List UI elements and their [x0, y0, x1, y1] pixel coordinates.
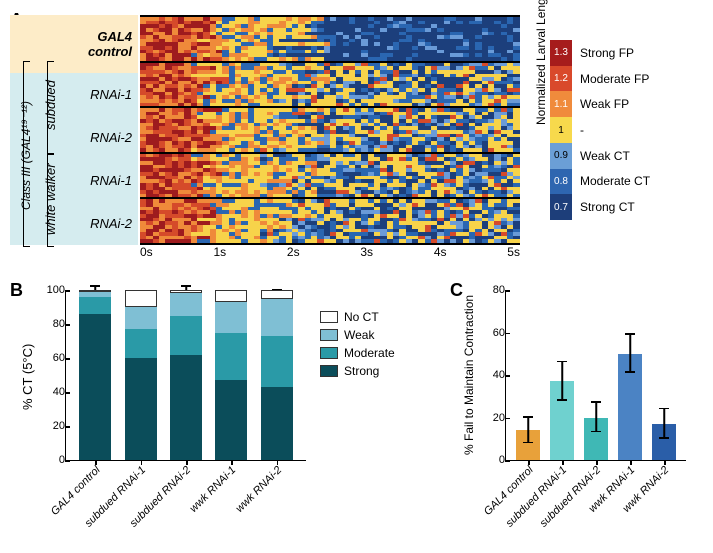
y-tick: 0: [480, 454, 505, 466]
heatmap-group: [140, 152, 520, 198]
legend-swatch: [320, 365, 338, 377]
y-tick: 40: [480, 369, 505, 381]
panel-a: A GAL4 control RNAi-1 RNAi-2 RNAi-1 RNAi…: [10, 10, 703, 270]
stacked-bar: [170, 290, 202, 460]
colorbar-title: Normalized Larval Length: [534, 0, 548, 125]
y-tick: 40: [40, 386, 65, 398]
colorbar-label: Weak FP: [580, 91, 650, 117]
figure: A GAL4 control RNAi-1 RNAi-2 RNAi-1 RNAi…: [10, 10, 703, 543]
panel-b-ylabel: % CT (5°C): [20, 344, 35, 410]
panel-b-label: B: [10, 280, 23, 301]
side-label-class3: Class III (GAL4¹⁹⁻¹²): [19, 101, 33, 210]
panel-c-yaxis: 020406080: [480, 290, 505, 460]
heatmap-group: [140, 15, 520, 61]
legend-label: No CT: [344, 310, 379, 324]
legend-item: Strong: [320, 364, 395, 378]
panel-a-x-axis: 0s 1s 2s 3s 4s 5s: [140, 245, 520, 265]
y-tick: 0: [40, 454, 65, 466]
legend-label: Weak: [344, 328, 374, 342]
panel-b-xlabels: GAL4 controlsubdued RNAi-1subdued RNAi-2…: [65, 462, 305, 542]
legend-item: Weak: [320, 328, 395, 342]
legend-item: No CT: [320, 310, 395, 324]
colorbar-block: 0.8: [550, 169, 572, 195]
stacked-bar: [79, 290, 111, 460]
y-tick: 60: [40, 352, 65, 364]
x-label: subdued RNAi-2: [538, 464, 604, 530]
colorbar-block: 1.3: [550, 40, 572, 66]
legend-label: Moderate: [344, 346, 395, 360]
heatmap-group: [140, 61, 520, 107]
heatmap: [140, 15, 520, 245]
x-label: subdued RNAi-1: [504, 464, 570, 530]
panel-b-legend: No CT Weak Moderate Strong: [320, 310, 395, 382]
legend-item: Moderate: [320, 346, 395, 360]
y-tick: 60: [480, 327, 505, 339]
y-tick: 80: [480, 284, 505, 296]
colorbar-label: Strong CT: [580, 194, 650, 220]
x-tick: 2s: [287, 245, 300, 265]
panel-b-chart: [65, 290, 306, 461]
colorbar-label: -: [580, 117, 650, 143]
colorbar-label: Moderate CT: [580, 169, 650, 195]
x-label: wwk RNAi-2: [233, 464, 284, 515]
y-tick: 100: [40, 284, 65, 296]
x-label: wwk RNAi-1: [188, 464, 239, 515]
legend-label: Strong: [344, 364, 379, 378]
panel-c-xlabels: GAL4 controlsubdued RNAi-1subdued RNAi-2…: [505, 462, 685, 542]
panel-b-yaxis: 020406080100: [40, 290, 65, 460]
y-tick: 20: [480, 412, 505, 424]
x-tick: 1s: [213, 245, 226, 265]
panel-c-chart: [505, 290, 686, 461]
panel-c: C % Fail to Maintain Contraction 0204060…: [450, 280, 700, 543]
stacked-bar: [125, 290, 157, 460]
heatmap-group: [140, 106, 520, 152]
legend-swatch: [320, 347, 338, 359]
colorbar-label: Strong FP: [580, 40, 650, 66]
panel-c-ylabel: % Fail to Maintain Contraction: [462, 295, 476, 455]
panel-b: B % CT (5°C) 0 20 40 60 80 100 GAL4 controlsu…: [10, 280, 430, 543]
y-tick: 20: [40, 420, 65, 432]
stacked-bar: [261, 290, 293, 460]
colorbar-label: Weak CT: [580, 143, 650, 169]
side-label-wwk: white walker: [43, 163, 58, 235]
y-tick: 80: [40, 318, 65, 330]
stacked-bar: [215, 290, 247, 460]
colorbar-block: 1: [550, 117, 572, 143]
colorbar-block: 1.2: [550, 66, 572, 92]
colorbar-block: 1.1: [550, 91, 572, 117]
legend-swatch: [320, 311, 338, 323]
side-label-subdued: subdued: [43, 80, 58, 130]
x-tick: 3s: [360, 245, 373, 265]
x-tick: 4s: [434, 245, 447, 265]
heatmap-group: [140, 197, 520, 245]
colorbar-label: Moderate FP: [580, 66, 650, 92]
legend-swatch: [320, 329, 338, 341]
x-tick: 0s: [140, 245, 153, 265]
colorbar: 1.31.21.110.90.80.7 Strong FPModerate FP…: [550, 40, 700, 220]
x-tick: 5s: [507, 245, 520, 265]
colorbar-block: 0.7: [550, 194, 572, 220]
colorbar-block: 0.9: [550, 143, 572, 169]
